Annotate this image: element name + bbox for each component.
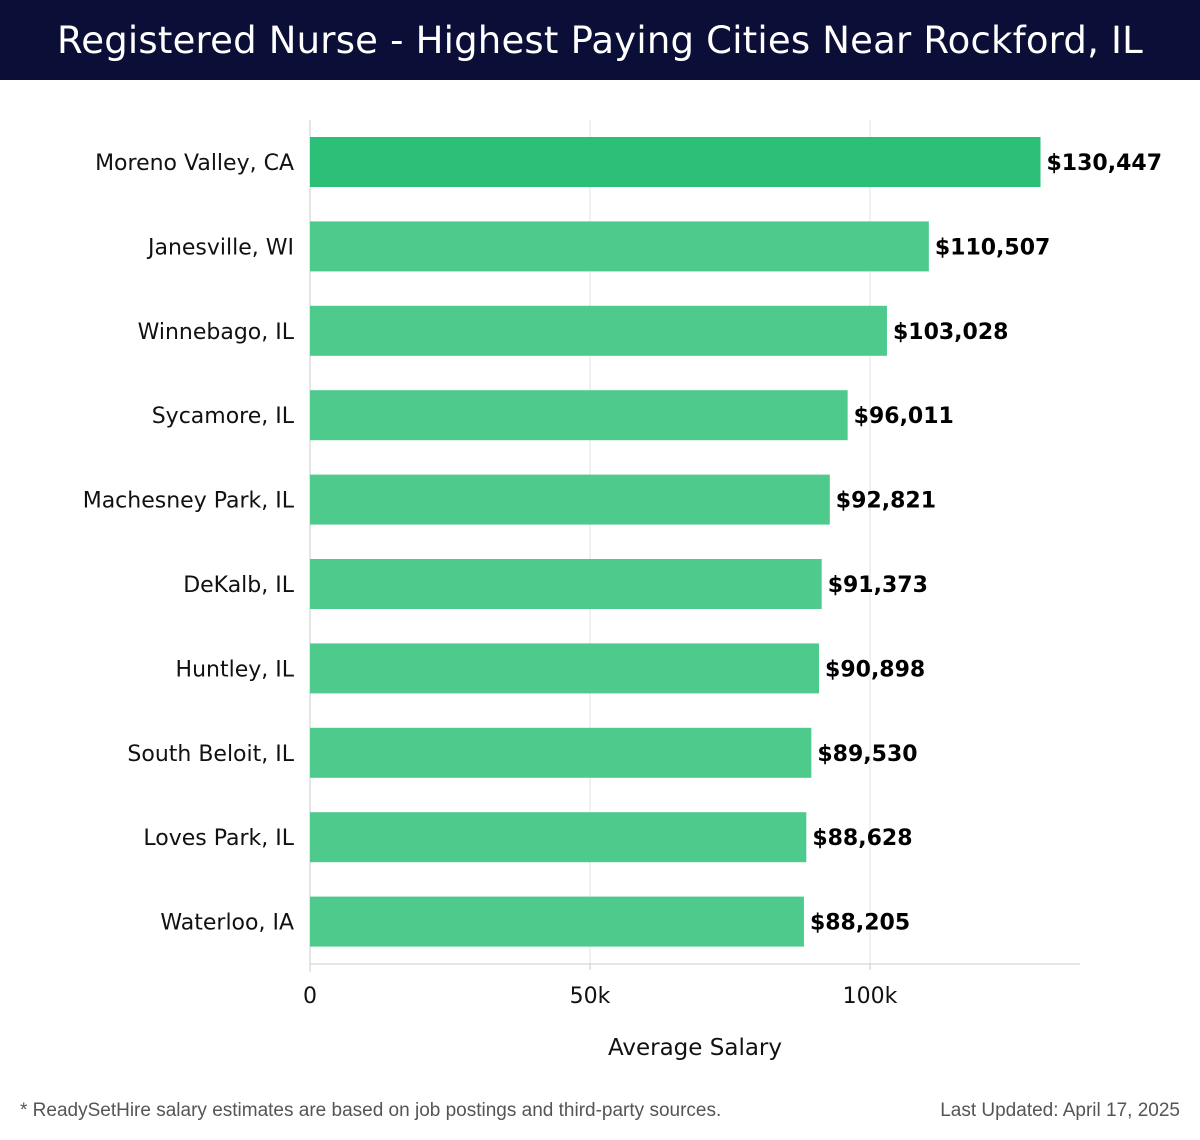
bar-winnebago-il (310, 305, 887, 356)
category-label: Waterloo, IA (160, 911, 294, 936)
category-label: Loves Park, IL (143, 826, 294, 851)
value-labels: $130,447 $110,507 $103,028 $96,011 $92,821 $9… (810, 151, 1162, 936)
x-axis-title: Average Salary (608, 1035, 782, 1061)
category-label: Winnebago, IL (138, 320, 295, 345)
value-label: $110,507 (935, 235, 1051, 260)
x-tick-label: 50k (570, 984, 611, 1009)
category-label: Janesville, WI (146, 235, 294, 260)
bar-dekalb-il (310, 559, 822, 609)
footer-note: * ReadySetHire salary estimates are base… (20, 1100, 722, 1121)
bar-sycamore-il (310, 390, 848, 441)
value-label: $88,628 (812, 826, 912, 851)
value-label: $92,821 (836, 489, 936, 514)
bars (310, 137, 1041, 947)
value-label: $91,373 (828, 573, 928, 598)
value-label: $103,028 (893, 320, 1009, 345)
value-label: $130,447 (1047, 151, 1163, 176)
bar-waterloo-ia (310, 896, 804, 947)
bar-huntley-il (310, 643, 820, 694)
category-label: South Beloit, IL (127, 742, 294, 767)
category-label: Sycamore, IL (152, 404, 295, 429)
category-label: DeKalb, IL (183, 573, 295, 598)
value-label: $96,011 (854, 404, 954, 429)
bar-janesville-wi (310, 221, 929, 272)
x-tick-label: 100k (843, 984, 898, 1009)
category-label: Moreno Valley, CA (95, 151, 294, 176)
category-label: Machesney Park, IL (83, 489, 295, 514)
bar-moreno-valley-ca (310, 137, 1041, 187)
bar-loves-park-il (310, 812, 807, 863)
x-tick-label: 0 (303, 984, 317, 1009)
bar-south-beloit-il (310, 727, 812, 778)
value-label: $89,530 (817, 742, 917, 767)
chart-header: Registered Nurse - Highest Paying Cities… (0, 0, 1200, 80)
last-updated: Last Updated: April 17, 2025 (940, 1100, 1180, 1121)
category-labels: Moreno Valley, CA Janesville, WI Winnebago… (83, 151, 295, 936)
bar-machesney-park-il (310, 474, 830, 525)
category-label: Huntley, IL (176, 657, 295, 682)
bar-chart: Moreno Valley, CA Janesville, WI Winnebago… (83, 120, 1162, 1061)
chart-title: Registered Nurse - Highest Paying Cities… (57, 18, 1143, 62)
value-label: $90,898 (825, 657, 925, 682)
x-axis-ticks: 0 50k 100k (303, 964, 898, 1009)
value-label: $88,205 (810, 911, 910, 936)
